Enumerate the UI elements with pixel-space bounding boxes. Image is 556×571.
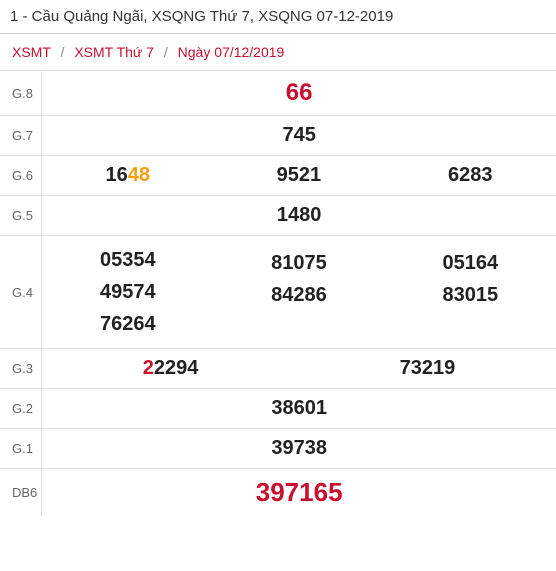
label-g8: G.8	[0, 71, 42, 116]
value-g4-c1a: 05354	[100, 244, 156, 276]
value-g6-b: 9521	[277, 164, 322, 187]
value-g4-c2a: 81075	[271, 247, 327, 279]
label-g7: G.7	[0, 116, 42, 156]
value-g4-c1b: 49574	[100, 276, 156, 308]
row-g6: G.6 1648 9521 6283	[0, 156, 556, 196]
value-db: 397165	[256, 477, 343, 508]
value-g7: 745	[282, 124, 315, 147]
label-g1: G.1	[0, 429, 42, 469]
row-g2: G.2 38601	[0, 389, 556, 429]
value-g5: 1480	[277, 204, 322, 227]
value-g8: 66	[286, 79, 313, 107]
row-g1: G.1 39738	[0, 429, 556, 469]
label-g3: G.3	[0, 349, 42, 389]
row-g4: G.4 05354 49574 76264 81075 84286 05164 …	[0, 236, 556, 349]
lottery-result-card: 1 - Cầu Quảng Ngãi, XSQNG Thứ 7, XSQNG 0…	[0, 0, 556, 516]
breadcrumb-separator: /	[61, 44, 65, 60]
row-g5: G.5 1480	[0, 196, 556, 236]
value-g1: 39738	[271, 437, 327, 460]
label-g6: G.6	[0, 156, 42, 196]
row-g7: G.7 745	[0, 116, 556, 156]
value-g4-c3a: 05164	[442, 247, 498, 279]
row-g8: G.8 66	[0, 71, 556, 116]
value-g3-a: 22294	[143, 357, 199, 380]
label-g2: G.2	[0, 389, 42, 429]
row-db: DB6 397165	[0, 469, 556, 517]
value-g4-c2b: 84286	[271, 279, 327, 311]
breadcrumb-separator: /	[164, 44, 168, 60]
value-g6-c: 6283	[448, 164, 493, 187]
results-table: G.8 66 G.7 745 G.6 1648 9521 6283 G.5 14…	[0, 71, 556, 516]
value-g3-b: 73219	[400, 357, 456, 380]
breadcrumb-link-day[interactable]: XSMT Thứ 7	[74, 44, 154, 60]
page-title: 1 - Cầu Quảng Ngãi, XSQNG Thứ 7, XSQNG 0…	[0, 0, 556, 34]
value-g6-a: 1648	[106, 164, 151, 187]
label-g5: G.5	[0, 196, 42, 236]
label-g4: G.4	[0, 236, 42, 349]
value-g2: 38601	[271, 397, 327, 420]
value-g4-c3b: 83015	[442, 279, 498, 311]
value-g4-c1c: 76264	[100, 308, 156, 340]
breadcrumb: XSMT / XSMT Thứ 7 / Ngày 07/12/2019	[0, 34, 556, 71]
row-g3: G.3 22294 73219	[0, 349, 556, 389]
label-db: DB6	[0, 469, 42, 517]
breadcrumb-link-date[interactable]: Ngày 07/12/2019	[178, 44, 285, 60]
breadcrumb-link-xsmt[interactable]: XSMT	[12, 44, 51, 60]
